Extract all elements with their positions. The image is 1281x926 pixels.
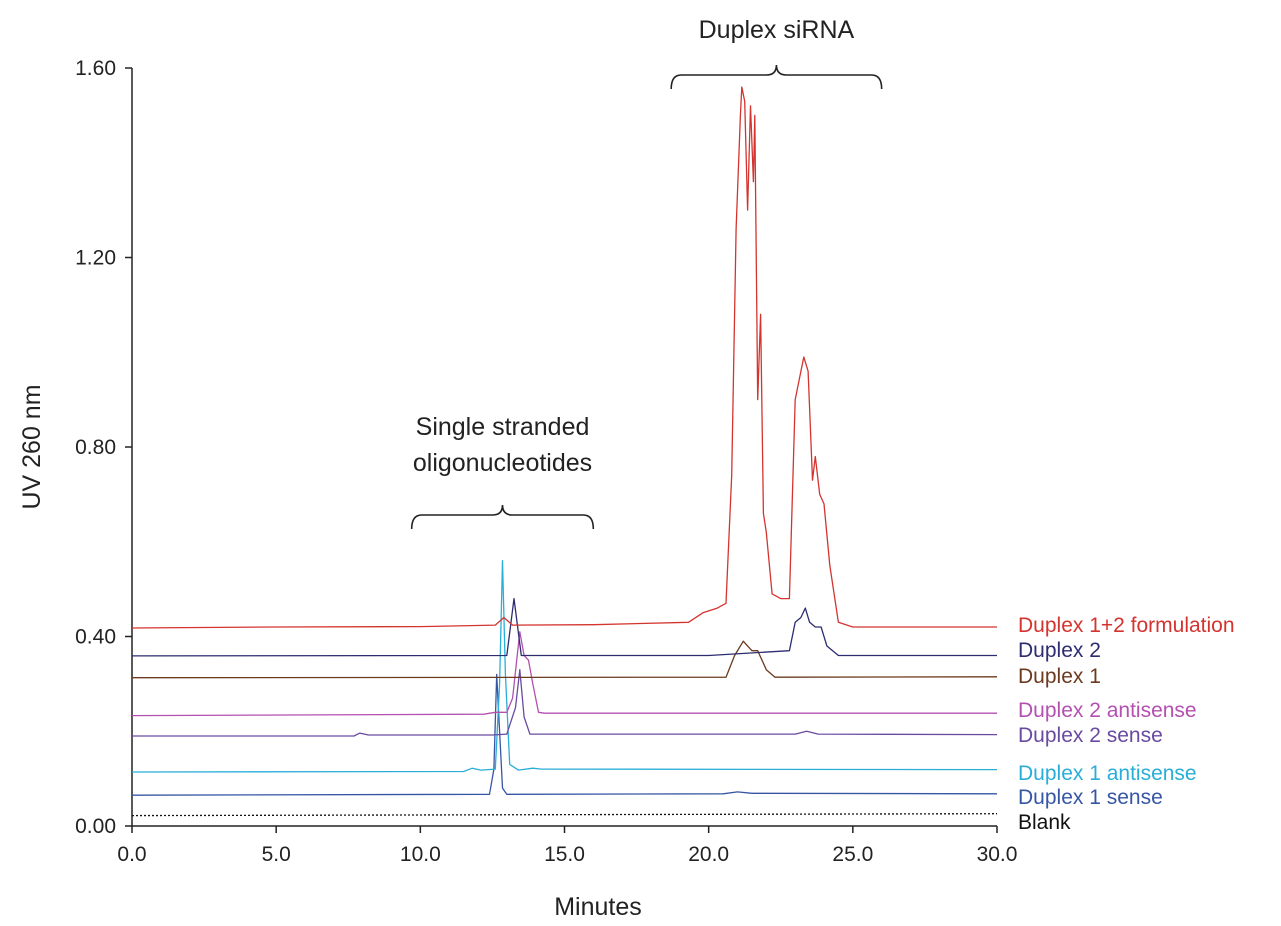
trace-duplex-1-antisense — [131, 560, 998, 773]
axes — [131, 68, 997, 827]
y-tick-label: 1.20 — [75, 247, 116, 270]
x-tick-label: 0.0 — [117, 843, 146, 866]
annotations: Duplex siRNA Single stranded oligonucleoti… — [410, 16, 883, 530]
x-ticks: 0.0 5.0 10.0 15.0 20.0 25.0 30.0 — [117, 826, 1017, 866]
x-tick-label: 20.0 — [688, 843, 729, 866]
traces — [131, 86, 998, 817]
annotation-text: Single stranded — [416, 413, 590, 441]
annotation-bracket — [670, 64, 883, 90]
x-axis-title: Minutes — [554, 893, 642, 921]
y-tick-label: 0.40 — [75, 626, 116, 649]
y-axis-title: UV 260 nm — [18, 384, 46, 509]
x-tick-label: 15.0 — [544, 843, 585, 866]
series-label: Duplex 1+2 formulation — [1018, 614, 1235, 637]
y-ticks: 0.00 0.40 0.80 1.20 1.60 — [75, 57, 132, 838]
annotation-text: Duplex siRNA — [699, 16, 855, 44]
y-tick-label: 1.60 — [75, 57, 116, 80]
y-tick-label: 0.00 — [75, 815, 116, 838]
series-label: Duplex 2 antisense — [1018, 699, 1197, 722]
trace-duplex-2-sense — [132, 669, 998, 737]
trace-duplex-1-sense — [131, 673, 998, 796]
annotation-bracket — [410, 504, 595, 530]
trace-duplex-2-antisense — [131, 631, 997, 717]
y-tick-label: 0.80 — [75, 436, 116, 459]
x-tick-label: 10.0 — [400, 843, 441, 866]
series-label: Duplex 2 sense — [1018, 724, 1163, 747]
series-label: Duplex 1 sense — [1018, 786, 1163, 809]
annotation-text: oligonucleotides — [413, 449, 592, 477]
series-label: Duplex 1 antisense — [1018, 762, 1197, 785]
trace-duplex-1 — [131, 640, 998, 679]
trace-blank — [131, 813, 998, 817]
x-tick-label: 5.0 — [262, 843, 291, 866]
trace-duplex-2 — [131, 597, 997, 657]
series-label: Duplex 1 — [1018, 665, 1101, 688]
series-label: Blank — [1018, 811, 1071, 834]
x-tick-label: 30.0 — [977, 843, 1018, 866]
series-label: Duplex 2 — [1018, 639, 1101, 662]
x-tick-label: 25.0 — [832, 843, 873, 866]
trace-duplex-1-2-formulation — [131, 86, 997, 629]
